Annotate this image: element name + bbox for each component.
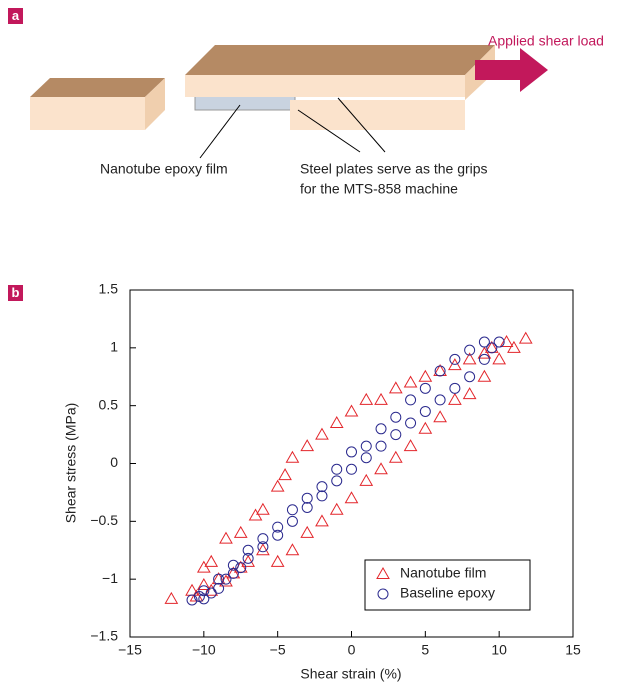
data-point [205,556,217,567]
plate-top [185,45,495,75]
data-point [317,482,327,492]
data-point [390,452,402,463]
data-point [375,463,387,474]
plate-top [30,78,165,97]
data-point [375,394,387,405]
figure: a Applied shear load Nanotube epoxy film… [0,0,618,687]
data-point [391,430,401,440]
y-tick-label: 1.5 [99,281,119,297]
x-tick-label: 15 [565,642,581,658]
data-point [332,464,342,474]
y-tick-label: −0.5 [90,512,118,528]
data-point [316,515,328,526]
x-tick-label: −10 [192,642,216,658]
y-tick-label: 0.5 [99,396,119,412]
x-axis-label: Shear strain (%) [300,666,401,682]
legend-label: Nanotube film [400,565,486,581]
data-point [376,424,386,434]
data-point [405,440,417,451]
data-point [420,383,430,393]
data-point [406,418,416,428]
y-tick-label: −1.5 [90,628,118,644]
data-point [465,372,475,382]
data-point [450,383,460,393]
data-point [302,502,312,512]
data-point [419,423,431,434]
data-point [235,527,247,538]
data-point [198,562,210,573]
data-point [272,556,284,567]
data-point [361,441,371,451]
data-point [464,388,476,399]
panel-label: a [12,8,20,23]
data-point [279,469,291,480]
legend-label: Baseline epoxy [400,585,495,601]
plates-label: for the MTS-858 machine [300,181,458,197]
data-point [286,452,298,463]
data-point [434,411,446,422]
plate-front [185,75,465,97]
data-point [316,429,328,440]
data-point [360,394,372,405]
load-label: Applied shear load [488,33,604,49]
x-tick-label: 5 [421,642,429,658]
data-point [478,371,490,382]
data-point [493,353,505,364]
film-label: Nanotube epoxy film [100,161,228,177]
data-point [520,333,532,344]
panel-label: b [12,285,20,300]
y-tick-label: −1 [102,570,118,586]
data-point [331,504,343,515]
data-point [435,395,445,405]
x-tick-label: 0 [348,642,356,658]
data-point [302,493,312,503]
data-point [220,533,232,544]
data-point [449,394,461,405]
pointer [200,105,240,158]
data-point [257,504,269,515]
data-point [361,453,371,463]
data-point [214,583,224,593]
data-point [165,593,177,604]
data-point [376,441,386,451]
data-point [346,492,358,503]
data-point [250,510,262,521]
data-point [508,342,520,353]
data-point [272,481,284,492]
plate-front [30,97,145,130]
data-point [479,354,489,364]
data-point [360,475,372,486]
plate-front [330,100,465,130]
data-point [479,337,489,347]
data-point [317,491,327,501]
data-point [406,395,416,405]
film [195,95,295,110]
y-tick-label: 1 [110,339,118,355]
data-point [287,505,297,515]
data-point [419,371,431,382]
data-point [346,405,358,416]
data-point [287,516,297,526]
data-point [332,476,342,486]
data-point [347,464,357,474]
x-tick-label: −15 [118,642,142,658]
data-point [286,544,298,555]
data-point [390,382,402,393]
y-axis-label: Shear stress (MPa) [63,403,79,524]
plate-front [290,100,330,130]
data-point [301,527,313,538]
x-tick-label: 10 [491,642,507,658]
y-tick-label: 0 [110,454,118,470]
data-point [405,377,417,388]
data-point [301,440,313,451]
data-point [347,447,357,457]
plates-label: Steel plates serve as the grips [300,161,488,177]
data-point [391,412,401,422]
x-tick-label: −5 [270,642,286,658]
data-point [331,417,343,428]
data-point [420,406,430,416]
